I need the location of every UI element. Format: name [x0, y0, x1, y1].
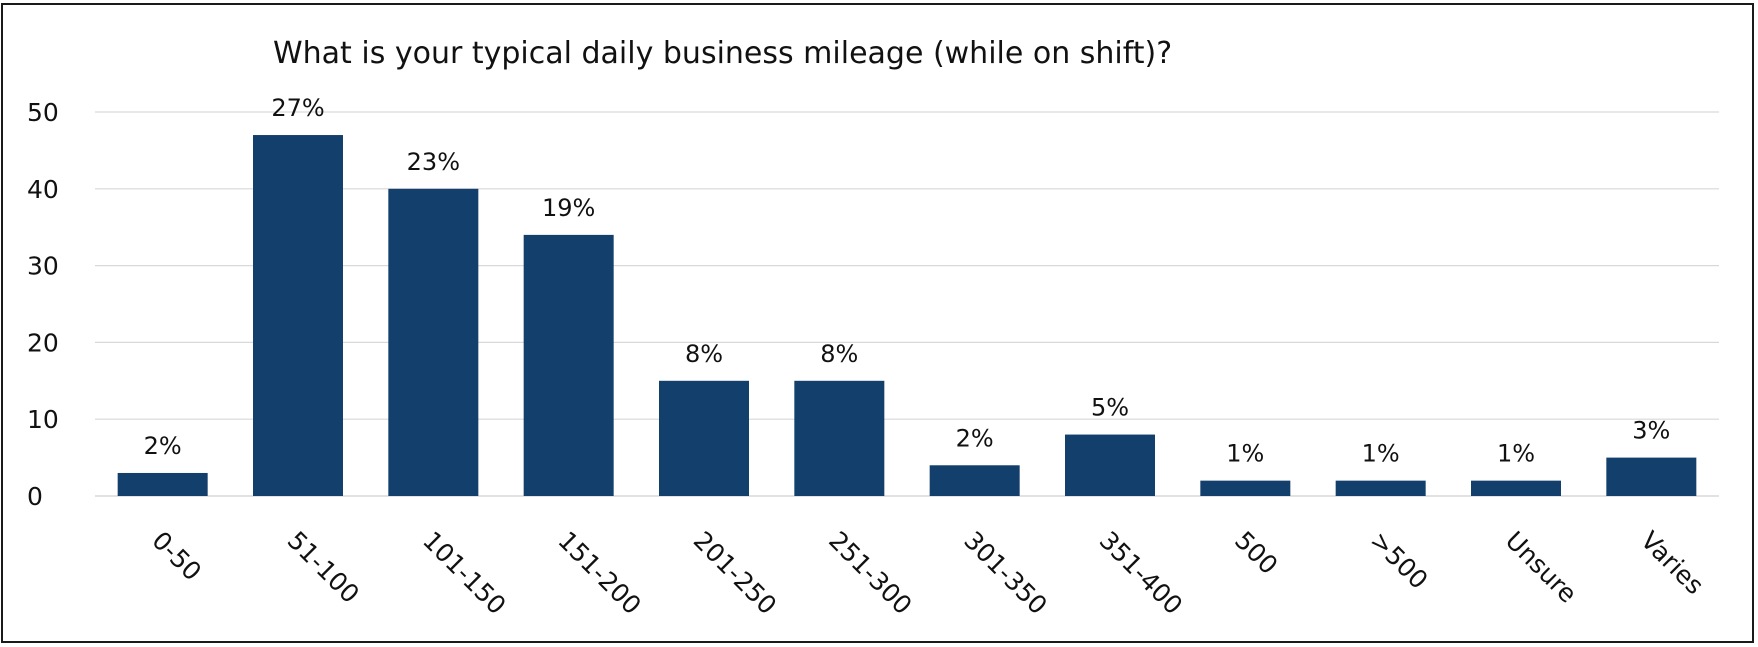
y-tick-label: 0	[27, 482, 43, 511]
bar	[1335, 480, 1426, 496]
data-label: 8%	[685, 340, 723, 368]
bar	[659, 380, 749, 496]
x-tick-label: 151-200	[552, 526, 646, 620]
data-label: 1%	[1226, 440, 1264, 468]
bar	[253, 135, 343, 497]
data-labels: 2% 27% 23% 19% 8% 8% 2% 5% 1% 1% 1% 3%	[144, 94, 1671, 468]
data-label: 1%	[1497, 440, 1535, 468]
gridlines	[95, 111, 1719, 497]
data-label: 27%	[271, 94, 324, 122]
bar	[117, 472, 208, 496]
data-label: 23%	[407, 148, 460, 176]
bar	[1471, 480, 1561, 496]
bar	[388, 188, 479, 497]
x-tick-label: 0-50	[146, 526, 207, 587]
bars	[117, 135, 1697, 497]
data-label: 8%	[820, 340, 858, 368]
data-label: 2%	[144, 432, 182, 460]
bar	[929, 465, 1020, 496]
x-tick-label: Unsure	[1500, 526, 1583, 609]
x-tick-label: 351-400	[1094, 526, 1188, 620]
y-tick-label: 10	[27, 405, 59, 434]
x-tick-label: 301-350	[958, 526, 1052, 620]
y-tick-label: 20	[27, 328, 59, 357]
bar	[794, 380, 885, 496]
y-tick-label: 30	[27, 252, 59, 281]
chart-title: What is your typical daily business mile…	[273, 36, 1172, 71]
bar	[1065, 434, 1155, 496]
bar	[1200, 480, 1291, 496]
bar	[523, 234, 614, 496]
bar	[1606, 457, 1697, 496]
x-tick-label: Varies	[1635, 526, 1709, 600]
data-label: 19%	[542, 194, 595, 222]
data-label: 3%	[1632, 417, 1670, 445]
x-tick-label: 201-250	[688, 526, 782, 620]
y-tick-label: 50	[27, 98, 59, 127]
x-tick-label: >500	[1364, 526, 1433, 595]
data-label: 5%	[1091, 394, 1129, 422]
x-tick-label: 500	[1229, 526, 1283, 580]
x-tick-label: 251-300	[823, 526, 917, 620]
x-tick-label: 101-150	[417, 526, 511, 620]
data-label: 1%	[1362, 440, 1400, 468]
y-tick-label: 40	[27, 175, 59, 204]
x-tick-label: 51-100	[282, 526, 365, 609]
data-label: 2%	[956, 424, 994, 452]
